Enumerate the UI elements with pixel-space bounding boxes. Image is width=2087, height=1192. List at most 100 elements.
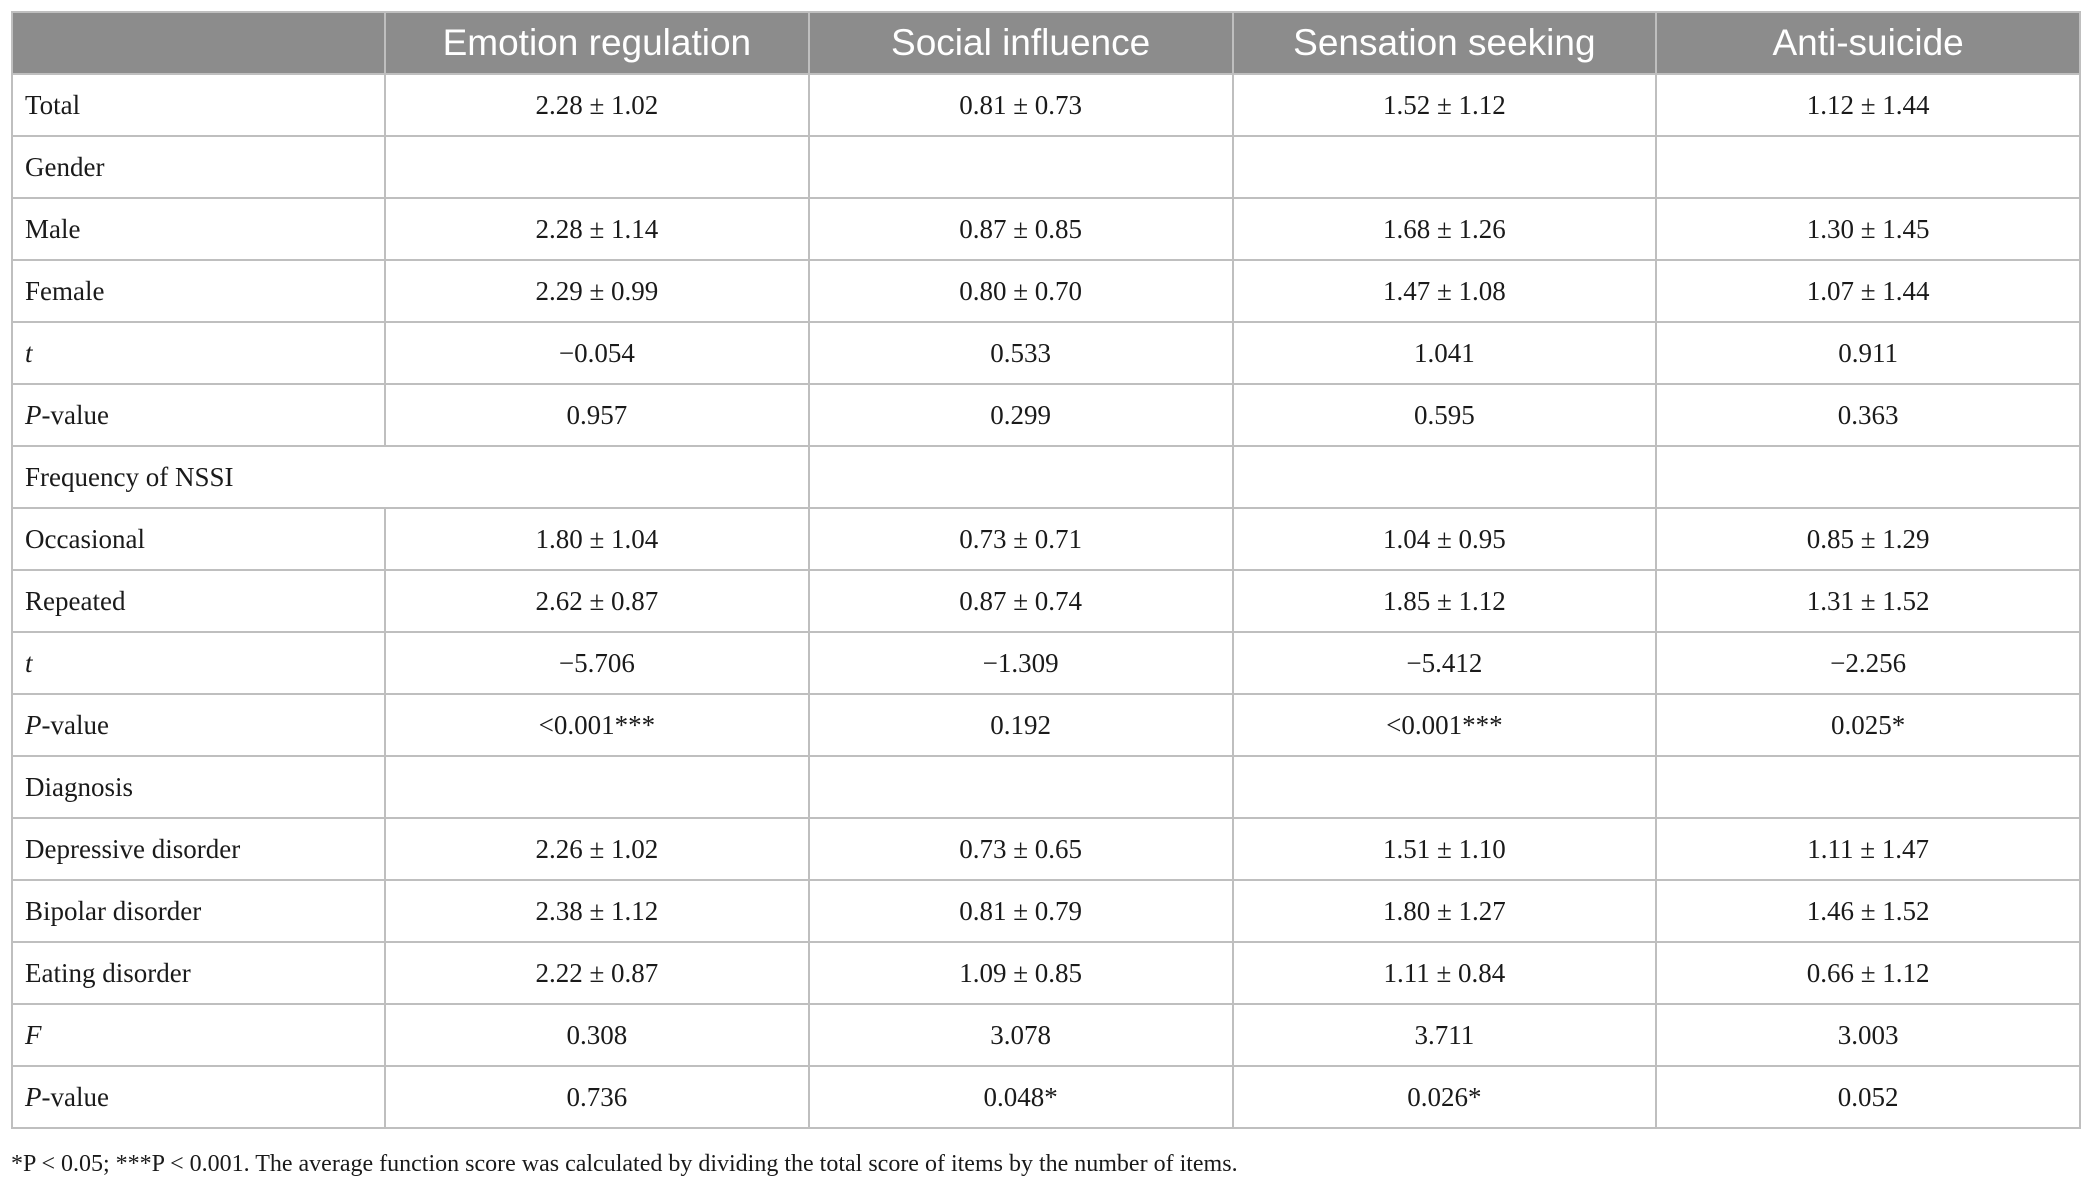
- row-label: Depressive disorder: [11, 817, 386, 881]
- table-cell: 2.28 ± 1.14: [384, 197, 810, 261]
- table-row: P-value 0.957 0.299 0.595 0.363: [11, 383, 2081, 447]
- table-cell: 0.308: [384, 1003, 810, 1067]
- table-cell: 1.31 ± 1.52: [1655, 569, 2081, 633]
- header-anti-suicide: Anti-suicide: [1655, 11, 2081, 75]
- table-cell: 1.52 ± 1.12: [1231, 73, 1658, 137]
- table-cell: [384, 135, 810, 199]
- table-cell: 0.81 ± 0.79: [807, 879, 1234, 943]
- table-row: Gender: [11, 135, 2081, 199]
- table-row: Eating disorder 2.22 ± 0.87 1.09 ± 0.85 …: [11, 941, 2081, 1005]
- table-row: F 0.308 3.078 3.711 3.003: [11, 1003, 2081, 1067]
- table-row: Repeated 2.62 ± 0.87 0.87 ± 0.74 1.85 ± …: [11, 569, 2081, 633]
- table-row: Male 2.28 ± 1.14 0.87 ± 0.85 1.68 ± 1.26…: [11, 197, 2081, 261]
- table-cell: 1.80 ± 1.27: [1231, 879, 1658, 943]
- table-cell: 0.736: [384, 1065, 810, 1129]
- p-value-suffix: -value: [41, 399, 109, 430]
- table-cell: 1.80 ± 1.04: [384, 507, 810, 571]
- p-value-suffix: -value: [41, 1081, 109, 1112]
- row-label: Occasional: [11, 507, 386, 571]
- table-cell: 1.04 ± 0.95: [1231, 507, 1658, 571]
- table-cell: 0.025*: [1655, 693, 2081, 757]
- table-cell: −1.309: [807, 631, 1234, 695]
- table-cell: −2.256: [1655, 631, 2081, 695]
- header-emotion-regulation: Emotion regulation: [384, 11, 810, 75]
- table-cell: [1655, 755, 2081, 819]
- table-cell: [1231, 135, 1658, 199]
- table-row: Total 2.28 ± 1.02 0.81 ± 0.73 1.52 ± 1.1…: [11, 73, 2081, 137]
- table-cell: <0.001***: [384, 693, 810, 757]
- table-cell: 1.51 ± 1.10: [1231, 817, 1658, 881]
- table-cell: 1.68 ± 1.26: [1231, 197, 1658, 261]
- row-label: Repeated: [11, 569, 386, 633]
- table-cell: [1231, 445, 1658, 509]
- table-cell: 1.46 ± 1.52: [1655, 879, 2081, 943]
- header-social-influence: Social influence: [807, 11, 1234, 75]
- table-cell: 1.30 ± 1.45: [1655, 197, 2081, 261]
- table-cell: −5.706: [384, 631, 810, 695]
- row-label-p-value: P-value: [11, 693, 386, 757]
- table-cell: 3.003: [1655, 1003, 2081, 1067]
- table-row: t −5.706 −1.309 −5.412 −2.256: [11, 631, 2081, 695]
- table-cell: 2.29 ± 0.99: [384, 259, 810, 323]
- row-label-p-value: P-value: [11, 1065, 386, 1129]
- results-table-container: Emotion regulation Social influence Sens…: [11, 11, 2081, 1129]
- table-cell: 0.052: [1655, 1065, 2081, 1129]
- table-cell: [1655, 135, 2081, 199]
- table-cell: 3.711: [1231, 1003, 1658, 1067]
- table-cell: 0.026*: [1231, 1065, 1658, 1129]
- header-row: Emotion regulation Social influence Sens…: [11, 11, 2081, 75]
- table-cell: 0.66 ± 1.12: [1655, 941, 2081, 1005]
- row-label: Female: [11, 259, 386, 323]
- table-cell: 2.22 ± 0.87: [384, 941, 810, 1005]
- p-symbol: P: [25, 1081, 42, 1112]
- table-cell: 0.73 ± 0.65: [807, 817, 1234, 881]
- table-cell: 0.87 ± 0.74: [807, 569, 1234, 633]
- table-cell: 0.192: [807, 693, 1234, 757]
- table-row: Occasional 1.80 ± 1.04 0.73 ± 0.71 1.04 …: [11, 507, 2081, 571]
- table-row: Bipolar disorder 2.38 ± 1.12 0.81 ± 0.79…: [11, 879, 2081, 943]
- table-cell: 0.81 ± 0.73: [807, 73, 1234, 137]
- row-group-label: Frequency of NSSI: [11, 445, 810, 509]
- table-cell: 2.62 ± 0.87: [384, 569, 810, 633]
- table-cell: [1655, 445, 2081, 509]
- row-group-label: Gender: [11, 135, 386, 199]
- row-label: Total: [11, 73, 386, 137]
- results-table: Emotion regulation Social influence Sens…: [11, 11, 2081, 1129]
- table-cell: 1.07 ± 1.44: [1655, 259, 2081, 323]
- table-cell: 0.299: [807, 383, 1234, 447]
- table-cell: <0.001***: [1231, 693, 1658, 757]
- table-cell: 0.80 ± 0.70: [807, 259, 1234, 323]
- table-footnote: *P < 0.05; ***P < 0.001. The average fun…: [11, 1151, 1238, 1177]
- row-label-f-statistic: F: [11, 1003, 386, 1067]
- table-cell: 1.09 ± 0.85: [807, 941, 1234, 1005]
- table-cell: [384, 755, 810, 819]
- header-sensation-seeking: Sensation seeking: [1231, 11, 1658, 75]
- table-row: Diagnosis: [11, 755, 2081, 819]
- row-label: Eating disorder: [11, 941, 386, 1005]
- p-value-suffix: -value: [41, 709, 109, 740]
- table-row: P-value 0.736 0.048* 0.026* 0.052: [11, 1065, 2081, 1129]
- table-cell: [1231, 755, 1658, 819]
- table-cell: [807, 445, 1234, 509]
- table-cell: 0.911: [1655, 321, 2081, 385]
- header-cell-blank: [11, 11, 386, 75]
- table-cell: 1.12 ± 1.44: [1655, 73, 2081, 137]
- table-row: Depressive disorder 2.26 ± 1.02 0.73 ± 0…: [11, 817, 2081, 881]
- row-group-label: Diagnosis: [11, 755, 386, 819]
- table-cell: 0.048*: [807, 1065, 1234, 1129]
- table-cell: 0.73 ± 0.71: [807, 507, 1234, 571]
- table-row: Frequency of NSSI: [11, 445, 2081, 509]
- table-cell: 2.28 ± 1.02: [384, 73, 810, 137]
- p-symbol: P: [25, 399, 42, 430]
- row-label-t-statistic: t: [11, 631, 386, 695]
- table-cell: 0.85 ± 1.29: [1655, 507, 2081, 571]
- row-label: Bipolar disorder: [11, 879, 386, 943]
- table-cell: −0.054: [384, 321, 810, 385]
- table-cell: [807, 135, 1234, 199]
- table-cell: 2.26 ± 1.02: [384, 817, 810, 881]
- table-cell: 0.957: [384, 383, 810, 447]
- table-cell: 0.87 ± 0.85: [807, 197, 1234, 261]
- table-cell: [807, 755, 1234, 819]
- row-label-t-statistic: t: [11, 321, 386, 385]
- table-cell: −5.412: [1231, 631, 1658, 695]
